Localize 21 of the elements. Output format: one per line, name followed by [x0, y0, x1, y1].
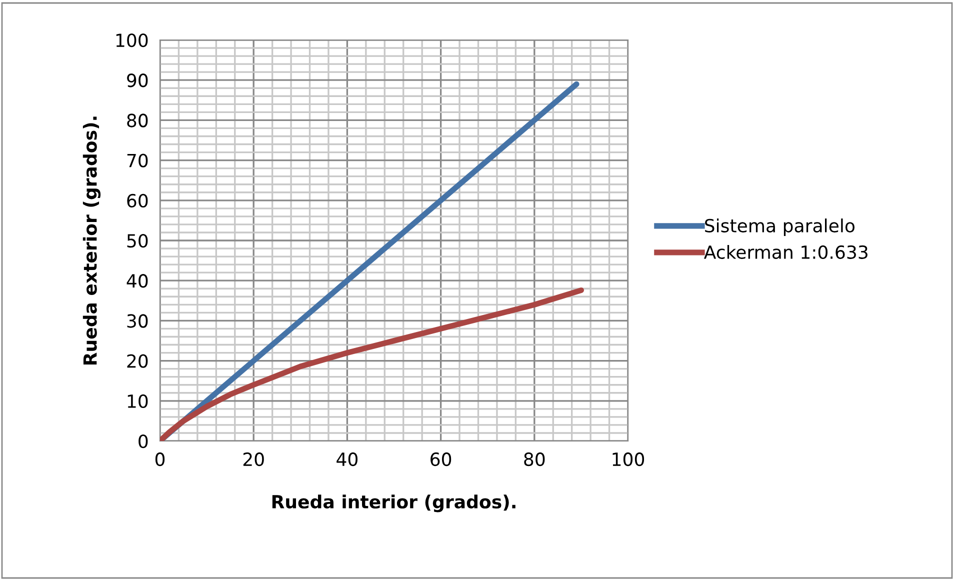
x-tick-label: 0 — [155, 452, 165, 466]
y-tick-label: 60 — [127, 194, 148, 208]
x-tick-label: 40 — [336, 452, 358, 466]
y-axis-title: Rueda exterior (grados). — [82, 116, 101, 364]
y-tick-label: 30 — [127, 314, 148, 328]
y-tick-label: 100 — [116, 33, 148, 48]
x-tick-label: 100 — [612, 452, 644, 466]
x-tick-label: 60 — [430, 452, 452, 466]
legend-label: Ackerman 1:0.633 — [704, 245, 868, 259]
y-tick-label: 80 — [127, 114, 148, 128]
legend-label: Sistema paralelo — [705, 218, 855, 236]
y-tick-label: 10 — [128, 394, 148, 408]
x-tick-label: 80 — [524, 452, 545, 466]
x-axis-title: Rueda interior (grados). — [272, 494, 516, 512]
y-tick-label: 90 — [127, 74, 148, 88]
y-tick-label: 0 — [138, 434, 148, 448]
y-tick-label: 20 — [127, 354, 148, 368]
x-tick-label: 20 — [243, 452, 264, 466]
y-tick-label: 50 — [127, 234, 148, 248]
y-tick-label: 70 — [127, 154, 148, 168]
y-tick-label: 40 — [126, 274, 148, 288]
